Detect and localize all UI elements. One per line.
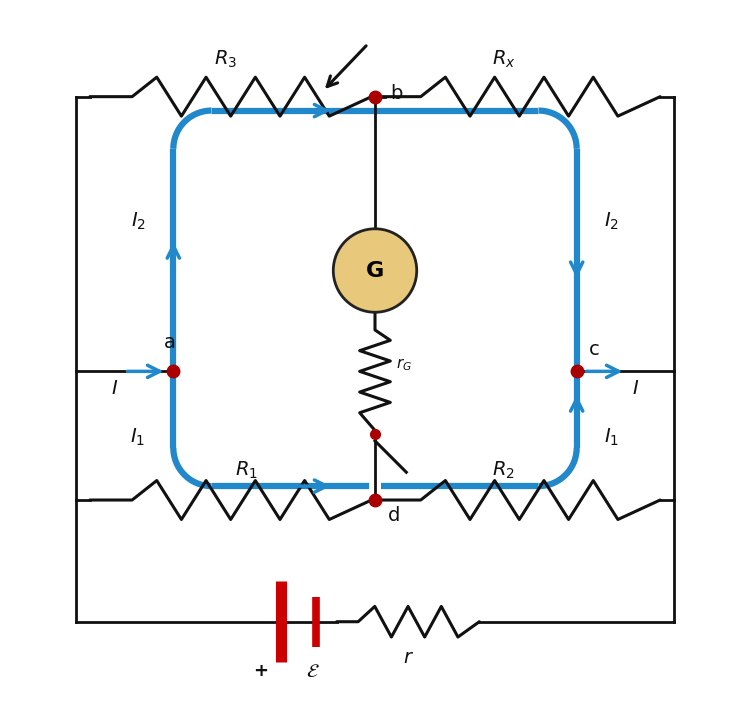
Circle shape	[333, 229, 417, 312]
Text: $R_2$: $R_2$	[492, 459, 515, 481]
Text: +: +	[253, 662, 268, 680]
Text: $I_2$: $I_2$	[130, 211, 146, 233]
Text: $I$: $I$	[110, 379, 118, 398]
Text: a: a	[164, 333, 176, 352]
Text: c: c	[590, 340, 600, 359]
Text: $R_x$: $R_x$	[492, 49, 515, 70]
Text: $I$: $I$	[632, 379, 640, 398]
Text: $R_1$: $R_1$	[235, 459, 258, 481]
Text: $r_G$: $r_G$	[396, 356, 412, 373]
Text: $R_3$: $R_3$	[214, 49, 237, 70]
Text: $I_1$: $I_1$	[130, 427, 146, 448]
Text: $r$: $r$	[403, 648, 413, 667]
Text: $\mathcal{E}$: $\mathcal{E}$	[305, 662, 320, 681]
Text: G: G	[366, 261, 384, 280]
Text: $I_2$: $I_2$	[604, 211, 619, 233]
Text: b: b	[390, 84, 403, 103]
Text: $I_1$: $I_1$	[604, 427, 619, 448]
Text: d: d	[388, 505, 400, 524]
